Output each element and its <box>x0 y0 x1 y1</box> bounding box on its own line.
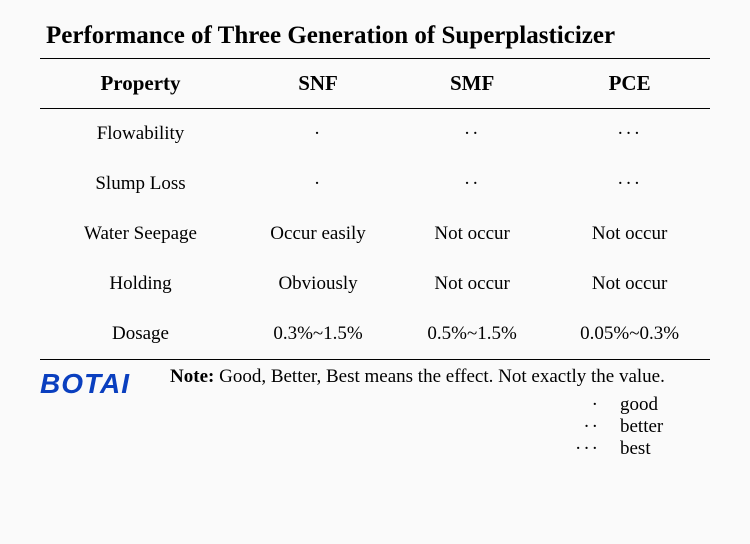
legend-symbol: · <box>560 394 600 416</box>
brand-logo: BOTAI <box>40 368 130 400</box>
page: Performance of Three Generation of Super… <box>0 0 750 470</box>
cell-smf: Not occur <box>395 209 549 259</box>
cell-snf: Occur easily <box>241 209 395 259</box>
legend-row-best: ··· best <box>170 438 710 460</box>
note-label: Note: <box>170 366 214 387</box>
note-text: Good, Better, Best means the effect. Not… <box>219 366 665 387</box>
cell-pce: Not occur <box>549 209 710 259</box>
cell-property: Water Seepage <box>40 209 241 259</box>
cell-property: Dosage <box>40 309 241 360</box>
cell-smf: 0.5%~1.5% <box>395 309 549 360</box>
cell-property: Flowability <box>40 109 241 160</box>
note-area: Note: Good, Better, Best means the effec… <box>170 366 710 460</box>
cell-snf: 0.3%~1.5% <box>241 309 395 360</box>
header-property: Property <box>40 59 241 109</box>
legend-row-better: ·· better <box>170 416 710 438</box>
cell-pce: ··· <box>549 159 710 209</box>
cell-pce: 0.05%~0.3% <box>549 309 710 360</box>
legend-label: best <box>620 438 680 460</box>
legend-label: good <box>620 394 680 416</box>
legend: · good ·· better ··· best <box>170 394 710 460</box>
cell-snf: · <box>241 109 395 160</box>
footer: BOTAI Note: Good, Better, Best means the… <box>40 366 710 460</box>
cell-snf: Obviously <box>241 259 395 309</box>
legend-label: better <box>620 416 680 438</box>
cell-property: Holding <box>40 259 241 309</box>
header-pce: PCE <box>549 59 710 109</box>
cell-pce: ··· <box>549 109 710 160</box>
cell-smf: ·· <box>395 159 549 209</box>
header-smf: SMF <box>395 59 549 109</box>
table-row: Dosage 0.3%~1.5% 0.5%~1.5% 0.05%~0.3% <box>40 309 710 360</box>
table-row: Slump Loss · ·· ··· <box>40 159 710 209</box>
header-snf: SNF <box>241 59 395 109</box>
performance-table: Property SNF SMF PCE Flowability · ·· ··… <box>40 58 710 360</box>
table-row: Flowability · ·· ··· <box>40 109 710 160</box>
table-header-row: Property SNF SMF PCE <box>40 59 710 109</box>
legend-symbol: ·· <box>560 416 600 438</box>
cell-property: Slump Loss <box>40 159 241 209</box>
cell-pce: Not occur <box>549 259 710 309</box>
legend-symbol: ··· <box>560 438 600 460</box>
legend-row-good: · good <box>170 394 710 416</box>
cell-smf: Not occur <box>395 259 549 309</box>
table-row: Water Seepage Occur easily Not occur Not… <box>40 209 710 259</box>
table-row: Holding Obviously Not occur Not occur <box>40 259 710 309</box>
cell-snf: · <box>241 159 395 209</box>
cell-smf: ·· <box>395 109 549 160</box>
page-title: Performance of Three Generation of Super… <box>46 22 710 50</box>
